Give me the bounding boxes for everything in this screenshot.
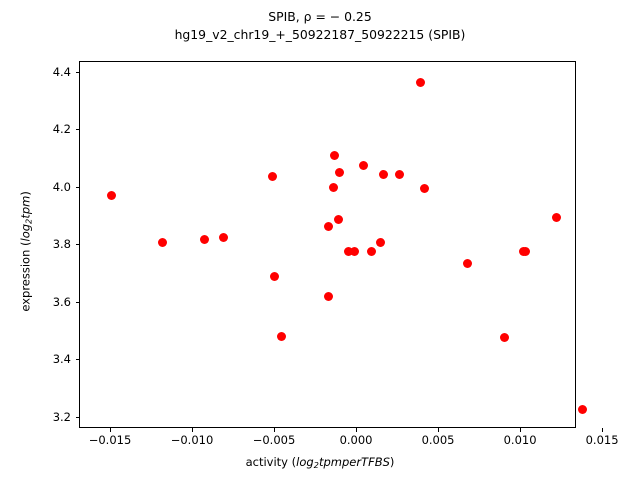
x-tick-mark: [520, 428, 522, 432]
x-tick-label: 0.015: [585, 433, 619, 447]
y-tick-label: 4.4: [52, 64, 71, 79]
data-point: [329, 151, 339, 161]
data-point: [267, 172, 277, 182]
y-tick-label: 4.0: [52, 179, 71, 194]
x-tick-mark: [192, 428, 193, 432]
x-tick-label: 0.010: [503, 433, 537, 447]
data-point: [335, 167, 345, 177]
y-tick-mark: [75, 301, 79, 303]
data-point: [269, 272, 279, 282]
data-point: [328, 183, 338, 193]
x-axis-label: activity (log2tpmperTFBS): [0, 455, 640, 470]
data-point: [551, 212, 561, 222]
y-tick-label: 4.2: [52, 122, 71, 137]
data-point: [521, 247, 531, 257]
x-tick-mark: [356, 428, 358, 432]
data-point: [334, 214, 344, 224]
y-tick-mark: [75, 244, 79, 246]
data-point: [324, 291, 334, 301]
y-axis-label-suffix: ): [18, 191, 33, 196]
y-axis-label-prefix: expression (: [18, 241, 33, 312]
x-tick-label: −0.005: [252, 433, 296, 447]
data-point: [419, 184, 429, 194]
y-axis-label: expression (log2tpm): [19, 141, 34, 361]
data-point: [376, 237, 386, 247]
x-tick-mark: [110, 428, 111, 432]
x-axis-label-sub: 2: [313, 459, 319, 470]
x-tick-mark: [274, 428, 276, 432]
x-tick-label: −0.010: [170, 433, 214, 447]
data-point: [200, 234, 210, 244]
y-tick-mark: [75, 71, 79, 73]
x-axis-label-italic: log: [296, 455, 314, 469]
data-point: [218, 232, 228, 242]
data-point: [276, 332, 286, 342]
y-tick-mark: [75, 129, 79, 131]
data-point: [462, 259, 472, 269]
data-point: [378, 169, 388, 179]
data-point: [358, 160, 368, 170]
data-point: [107, 190, 117, 200]
y-tick-label: 3.4: [52, 352, 71, 367]
data-point: [343, 247, 353, 257]
plot-area: [79, 61, 587, 428]
data-point: [349, 247, 359, 257]
data-point: [157, 237, 167, 247]
data-point: [367, 247, 377, 257]
x-tick-mark: [602, 428, 604, 432]
x-tick-label: −0.015: [88, 433, 132, 447]
chart-title-block: SPIB, ρ = − 0.25 hg19_v2_chr19_+_5092218…: [0, 8, 640, 44]
data-point: [394, 169, 404, 179]
x-axis-label-italic2: tpmperTFBS: [318, 455, 390, 469]
data-point: [577, 404, 587, 414]
y-tick-label: 3.8: [52, 237, 71, 252]
y-axis-label-sub: 2: [23, 218, 34, 224]
chart-title-line-1: SPIB, ρ = − 0.25: [268, 9, 372, 24]
y-tick-mark: [75, 416, 79, 418]
y-tick-label: 3.6: [52, 294, 71, 309]
data-point: [415, 77, 425, 87]
x-tick-label: 0.005: [421, 433, 455, 447]
y-tick-label: 3.2: [52, 409, 71, 424]
data-point: [499, 333, 509, 343]
y-axis-label-italic: log: [18, 223, 33, 242]
y-axis-label-italic2: tpm: [18, 195, 33, 219]
data-point: [324, 221, 334, 231]
y-tick-mark: [75, 359, 79, 361]
x-tick-mark: [438, 428, 440, 432]
y-tick-mark: [75, 186, 79, 188]
x-tick-label: 0.000: [339, 433, 373, 447]
chart-title-line-2: hg19_v2_chr19_+_50922187_50922215 (SPIB): [174, 27, 466, 42]
x-axis-label-prefix: activity (: [245, 455, 297, 469]
x-axis-label-suffix: ): [389, 455, 395, 469]
data-points-layer: [80, 62, 587, 427]
